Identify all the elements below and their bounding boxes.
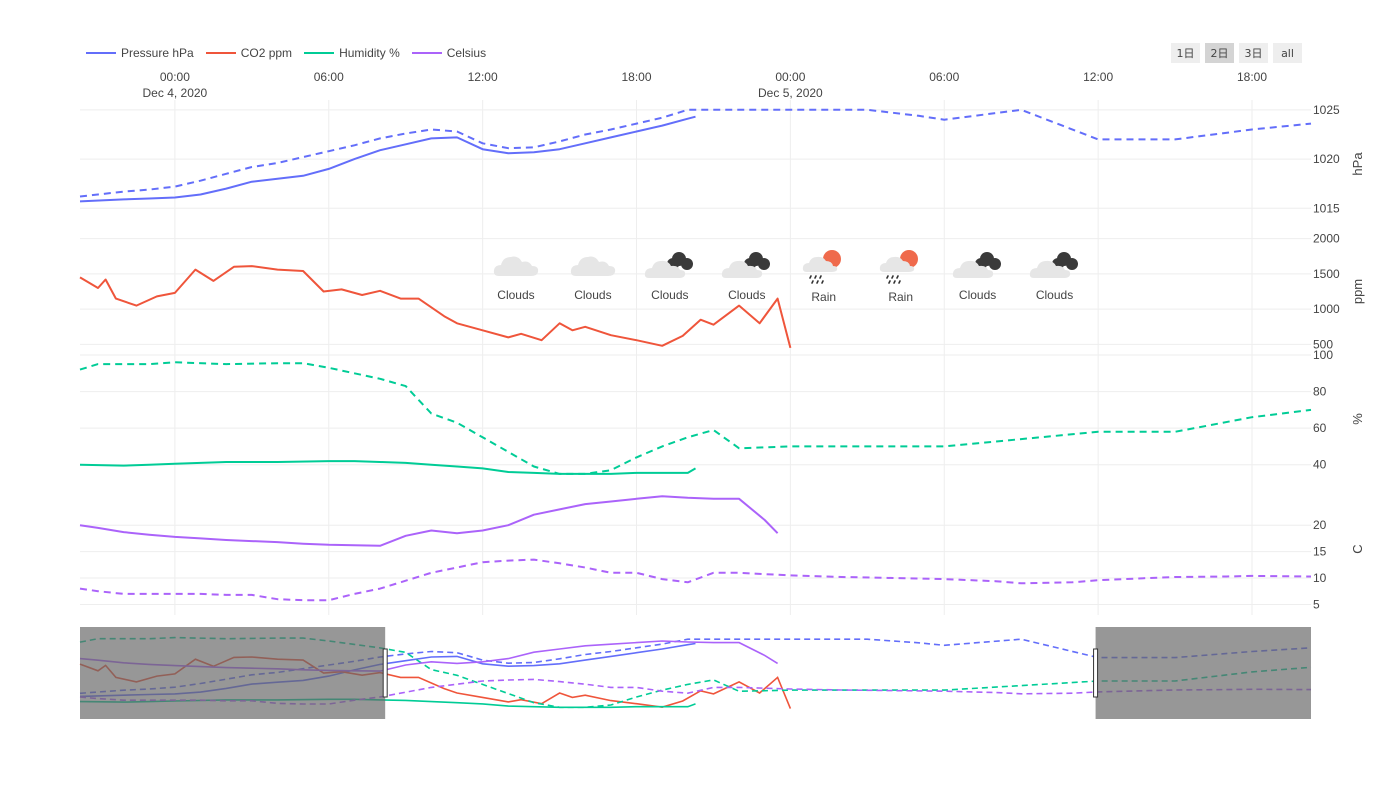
x-tick-label: 06:00 xyxy=(314,70,344,84)
y-axis-label: % xyxy=(1350,413,1365,425)
cloud-light-icon xyxy=(481,248,551,280)
legend-swatch-humidity xyxy=(304,52,335,54)
weather-item: Clouds xyxy=(635,248,705,302)
weather-label: Clouds xyxy=(651,288,689,302)
x-tick-label: 18:00 xyxy=(1237,70,1267,84)
range-slider-line xyxy=(79,678,1312,705)
forecast-line-2 xyxy=(79,361,1312,475)
legend-item-celsius[interactable]: Celsius xyxy=(411,46,487,60)
legend-swatch-co2 xyxy=(205,52,236,54)
y-tick-label: 15 xyxy=(1313,545,1327,559)
weather-item: Clouds xyxy=(558,248,628,302)
x-tick-label: 12:00 xyxy=(468,70,498,84)
weather-label: Clouds xyxy=(574,288,612,302)
rain-sun-icon xyxy=(866,248,936,288)
y-tick-label: 100 xyxy=(1313,348,1333,362)
x-tick-label: 18:00 xyxy=(621,70,651,84)
range-button-2d[interactable]: 2日 xyxy=(1205,43,1234,63)
weather-item: Rain xyxy=(866,248,936,304)
x-tick-label: 00:00 xyxy=(160,70,190,84)
legend-swatch-pressure xyxy=(86,52,116,54)
weather-label: Clouds xyxy=(728,288,766,302)
y-tick-label: 80 xyxy=(1313,385,1327,399)
range-slider-handle-right[interactable] xyxy=(1093,648,1099,698)
series-line-0 xyxy=(79,115,696,203)
legend-label-humidity: Humidity % xyxy=(339,46,400,60)
cloud-dark-icon xyxy=(943,248,1013,280)
y-tick-label: 1000 xyxy=(1313,302,1340,316)
series-line-1 xyxy=(79,265,792,349)
y-axis-label: C xyxy=(1350,544,1365,553)
weather-item: Clouds xyxy=(712,248,782,302)
range-selector: 1日 2日 3日 all xyxy=(1171,43,1302,63)
y-tick-label: 1020 xyxy=(1313,152,1340,166)
x-tick-sublabel: Dec 5, 2020 xyxy=(758,86,823,100)
y-tick-label: 1025 xyxy=(1313,103,1340,117)
range-slider-mask-left xyxy=(80,627,386,719)
range-slider-handle-left[interactable] xyxy=(382,648,388,698)
x-tick-label: 12:00 xyxy=(1083,70,1113,84)
weather-item: Rain xyxy=(789,248,859,304)
legend-swatch-celsius xyxy=(411,52,442,54)
series-line-2 xyxy=(79,460,697,475)
range-button-all[interactable]: all xyxy=(1273,43,1302,63)
weather-label: Rain xyxy=(811,290,837,304)
series-line-3 xyxy=(79,495,779,547)
cloud-dark-icon xyxy=(1020,248,1090,280)
weather-item: Clouds xyxy=(943,248,1013,302)
y-tick-label: 1500 xyxy=(1313,267,1340,281)
weather-label: Clouds xyxy=(958,288,997,302)
legend-label-celsius: Celsius xyxy=(446,46,487,60)
legend-label-co2: CO2 ppm xyxy=(240,46,293,60)
legend-item-humidity[interactable]: Humidity % xyxy=(304,46,400,60)
legend-item-co2[interactable]: CO2 ppm xyxy=(205,46,293,60)
cloud-light-icon xyxy=(558,248,628,280)
weather-item: Clouds xyxy=(481,248,551,302)
y-tick-label: 500 xyxy=(1313,337,1333,351)
legend-label-pressure: Pressure hPa xyxy=(121,46,194,60)
x-tick-label: 06:00 xyxy=(929,70,959,84)
y-tick-label: 60 xyxy=(1313,421,1327,435)
range-slider-mask-right xyxy=(1095,627,1311,719)
weather-label: Clouds xyxy=(497,288,535,302)
cloud-dark-icon xyxy=(635,248,705,280)
y-tick-label: 10 xyxy=(1313,571,1327,585)
y-tick-label: 40 xyxy=(1313,458,1327,472)
weather-label: Clouds xyxy=(1035,288,1074,302)
forecast-line-0 xyxy=(79,108,1312,198)
cloud-dark-icon xyxy=(712,248,782,280)
y-tick-label: 1015 xyxy=(1313,201,1340,215)
y-tick-label: 2000 xyxy=(1313,232,1340,246)
range-button-3d[interactable]: 3日 xyxy=(1239,43,1268,63)
legend-item-pressure[interactable]: Pressure hPa xyxy=(86,46,194,60)
weather-item: Clouds xyxy=(1020,248,1090,302)
weather-label: Rain xyxy=(888,290,913,304)
y-axis-label: ppm xyxy=(1350,279,1365,304)
forecast-line-3 xyxy=(79,558,1312,602)
x-tick-sublabel: Dec 4, 2020 xyxy=(143,86,208,100)
range-button-1d[interactable]: 1日 xyxy=(1171,43,1200,63)
rain-sun-icon xyxy=(789,248,859,288)
x-tick-label: 00:00 xyxy=(775,70,805,84)
y-tick-label: 20 xyxy=(1313,518,1327,532)
y-tick-label: 5 xyxy=(1313,597,1320,611)
y-axis-label: hPa xyxy=(1350,152,1365,176)
legend: Pressure hPa CO2 ppm Humidity % Celsius xyxy=(86,46,486,60)
